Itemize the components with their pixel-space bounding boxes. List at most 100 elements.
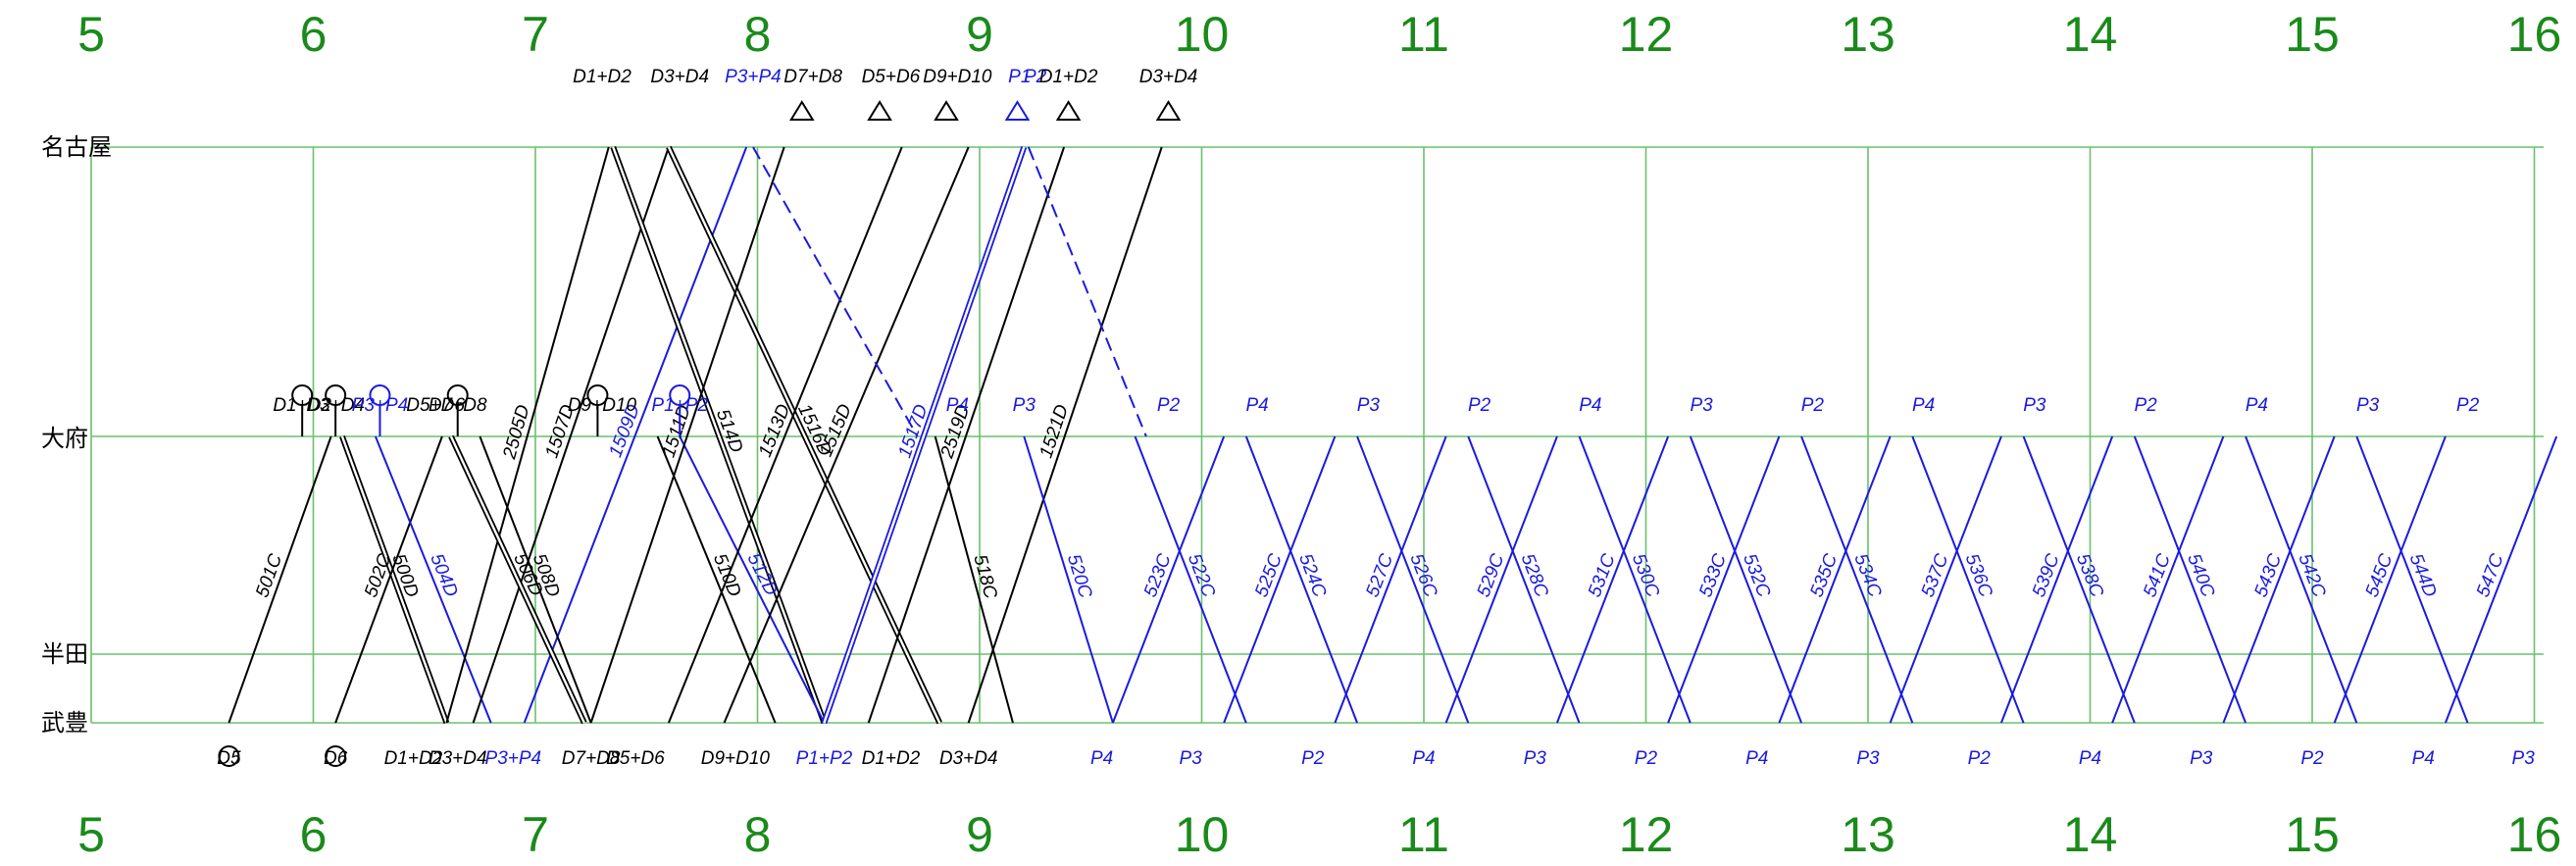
stock-label-top: D3+D4 (650, 67, 709, 87)
station-label-handa: 半田 (41, 640, 88, 668)
origin-circle-marker (325, 384, 347, 406)
train-line (1778, 435, 1892, 724)
train-line (2222, 435, 2336, 724)
train-line (1134, 435, 1247, 724)
train-line (1467, 435, 1581, 724)
stock-label-mid: P4 (1246, 395, 1269, 416)
hour-label-bottom: 7 (522, 807, 549, 862)
stock-label-mid: D5+D6 (406, 395, 465, 416)
train-line (472, 146, 670, 724)
train-line (1689, 435, 1802, 724)
stock-label-bottom: P3 (2190, 748, 2213, 769)
stock-label-mid: P2 (1801, 395, 1825, 416)
stock-label-bottom: D1+D2 (384, 748, 443, 769)
stock-label-top: D1+D2 (1039, 67, 1098, 87)
origin-triangle-marker (1055, 100, 1082, 121)
train-532C: 532C (1689, 435, 1802, 724)
train-line (1444, 435, 1558, 724)
train-line (445, 146, 610, 724)
hour-label-top: 9 (966, 7, 993, 62)
train-line (1999, 435, 2114, 724)
hour-label-top: 16 (2507, 7, 2562, 62)
stock-label-mid: P3 (1357, 395, 1381, 416)
train-1507D: 1507D (472, 146, 670, 724)
origin-circle-marker (586, 384, 609, 406)
train-line (1244, 435, 1358, 724)
origin-circle-marker (369, 384, 391, 406)
hour-label-top: 7 (522, 7, 549, 62)
train-line-inner (667, 146, 941, 724)
hour-label-top: 8 (744, 7, 772, 62)
stock-label-bottom: D3+D4 (429, 748, 487, 769)
stock-label-bottom: D9+D10 (701, 748, 771, 769)
train-line (2355, 435, 2469, 724)
train-520C: 520C (1023, 435, 1114, 724)
stock-label-bottom: D3+D4 (939, 748, 998, 769)
train-line (1889, 435, 2002, 724)
hour-label-bottom: 14 (2063, 807, 2118, 862)
train-1517D: 1517D (821, 146, 1028, 724)
train-518C: 518C (934, 435, 1014, 724)
stock-label-bottom: D6 (324, 748, 348, 769)
hour-label-bottom: 11 (1398, 807, 1449, 862)
stock-label-mid: P2 (2456, 395, 2480, 416)
stock-label-bottom: P3+P4 (485, 748, 542, 769)
train-line (1667, 435, 1781, 724)
stock-label-bottom: P4 (2079, 748, 2101, 769)
stock-label-mid: D1+D2 (273, 395, 331, 416)
train-line (2133, 435, 2247, 724)
train-line (479, 435, 592, 724)
train-line (967, 146, 1163, 724)
origin-triangle-marker (789, 100, 815, 121)
hour-label-bottom: 5 (77, 807, 105, 862)
station-label-obu: 大府 (41, 425, 88, 452)
stock-label-top: D9+D10 (923, 67, 992, 87)
stock-label-mid: P2 (1468, 395, 1491, 416)
train-line (1223, 435, 1337, 724)
train-line-inner (612, 146, 826, 724)
train-line (2333, 435, 2447, 724)
train-506D: 506D (448, 434, 587, 725)
train-line (1023, 435, 1114, 724)
train-502C: 502C (334, 435, 443, 724)
train-547C: 547C (2444, 435, 2558, 724)
train-line-inner (449, 435, 585, 724)
origin-circle-marker (218, 745, 240, 767)
stock-label-bottom: P2 (1968, 748, 1992, 769)
stock-label-mid: D3+D4 (306, 395, 365, 416)
train-label: 1521D (1035, 402, 1073, 461)
train-line (2022, 435, 2136, 724)
train-line (1911, 435, 2025, 724)
origin-triangle-marker (867, 100, 892, 121)
train-line (1111, 435, 1226, 724)
stock-label-mid: P3 (1691, 395, 1714, 416)
train-line (1356, 435, 1470, 724)
train-line-inner (823, 146, 1026, 724)
stock-label-bottom: P2 (2300, 748, 2324, 769)
stock-label-bottom: P2 (1635, 748, 1658, 769)
stock-label-mid: P4 (946, 395, 969, 416)
stock-label-mid: P3 (2356, 395, 2380, 416)
origin-circle-marker (669, 384, 691, 406)
train-530C: 530C (1578, 435, 1692, 724)
stock-label-bottom: D5 (217, 748, 241, 769)
stock-label-mid: D9+D10 (568, 395, 637, 416)
hour-label-bottom: 12 (1619, 807, 1674, 862)
train-line (1800, 435, 1914, 724)
origin-triangle-marker (1155, 100, 1182, 121)
stock-label-bottom: D7+D8 (562, 748, 621, 769)
stock-label-top: P3+P4 (725, 67, 782, 87)
stock-label-bottom: P1+P2 (796, 748, 853, 769)
stock-label-bottom: P4 (1090, 748, 1113, 769)
hour-label-top: 11 (1398, 7, 1449, 62)
stock-label-bottom: P4 (1412, 748, 1435, 769)
stock-label-bottom: P3 (1856, 748, 1880, 769)
stock-label-mid: P4 (1579, 395, 1601, 416)
train-2519D: 2519D (867, 146, 1066, 724)
train-line (656, 435, 777, 724)
hour-label-top: 12 (1619, 7, 1674, 62)
hour-label-top: 10 (1175, 7, 1230, 62)
train-line (679, 435, 826, 724)
